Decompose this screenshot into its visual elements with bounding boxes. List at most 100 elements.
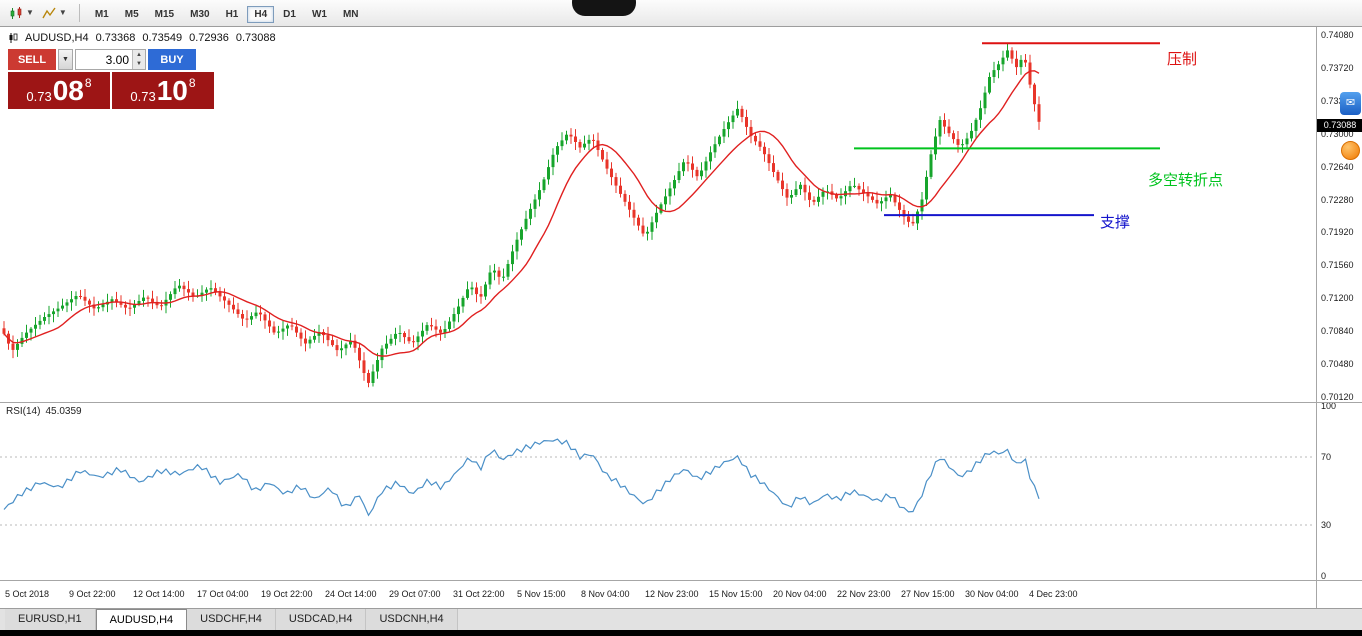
rsi-axis-label: 0 xyxy=(1321,571,1327,581)
price-axis-label: 0.74080 xyxy=(1321,30,1354,40)
chart-type-button[interactable]: ▼ xyxy=(6,4,37,23)
time-axis-label: 15 Nov 15:00 xyxy=(709,589,763,599)
buy-price-base: 0.73 xyxy=(130,88,156,104)
ohlc-high: 0.73549 xyxy=(142,32,183,44)
price-axis-label: 0.73720 xyxy=(1321,63,1354,73)
time-axis-label: 29 Oct 07:00 xyxy=(389,589,441,599)
price-axis-label: 0.72640 xyxy=(1321,162,1354,172)
candlestick-chart-canvas[interactable] xyxy=(0,27,1316,402)
time-axis-label: 19 Oct 22:00 xyxy=(261,589,313,599)
tab-usdcad-h4[interactable]: USDCAD,H4 xyxy=(275,609,367,630)
floating-widget-orange-icon[interactable] xyxy=(1341,141,1360,160)
chevron-down-icon: ▼ xyxy=(58,8,67,17)
buy-price-display: 0.73 10 8 xyxy=(112,72,214,109)
time-axis[interactable]: 5 Oct 2018 9 Oct 22:00 12 Oct 14:00 17 Oct … xyxy=(0,581,1316,608)
time-axis-label: 4 Dec 23:00 xyxy=(1029,589,1078,599)
sell-price-display: 0.73 08 8 xyxy=(8,72,110,109)
time-axis-label: 31 Oct 22:00 xyxy=(453,589,505,599)
buy-price-big: 10 xyxy=(156,74,188,106)
timeframe-button-m30[interactable]: M30 xyxy=(183,6,216,23)
camera-notch xyxy=(572,0,636,16)
sell-price-base: 0.73 xyxy=(26,88,52,104)
volume-up-button[interactable]: ▲ xyxy=(133,50,145,60)
time-axis-label: 9 Oct 22:00 xyxy=(69,589,116,599)
time-axis-label: 8 Nov 04:00 xyxy=(581,589,630,599)
timeframe-button-mn[interactable]: MN xyxy=(336,6,366,23)
tab-usdcnh-h4[interactable]: USDCNH,H4 xyxy=(366,609,458,630)
floating-widget-blue-icon[interactable]: ✉ xyxy=(1340,92,1361,115)
rsi-name: RSI(14) xyxy=(6,406,41,417)
time-axis-label: 30 Nov 04:00 xyxy=(965,589,1019,599)
sell-price-big: 08 xyxy=(52,74,84,106)
price-axis-label: 0.71920 xyxy=(1321,227,1354,237)
symbol-icon xyxy=(9,33,18,43)
timeframe-button-w1[interactable]: W1 xyxy=(305,6,334,23)
price-axis-label: 0.70480 xyxy=(1321,359,1354,369)
timeframe-group: M1 M5 M15 M30 H1 H4 D1 W1 MN xyxy=(87,4,367,23)
chart-area[interactable]: AUDUSD,H4 0.73368 0.73549 0.72936 0.7308… xyxy=(0,27,1316,402)
rsi-axis-label: 70 xyxy=(1321,452,1332,462)
rsi-label: RSI(14) 45.0359 xyxy=(6,406,82,417)
price-axis-label: 0.71200 xyxy=(1321,293,1354,303)
sell-price-sup: 8 xyxy=(84,76,92,90)
sell-button[interactable]: SELL xyxy=(8,49,56,70)
symbol-header: AUDUSD,H4 0.73368 0.73549 0.72936 0.7308… xyxy=(8,32,276,44)
price-axis-label: 0.70120 xyxy=(1321,392,1354,402)
time-axis-label: 5 Oct 2018 xyxy=(5,589,50,599)
timeframe-button-h1[interactable]: H1 xyxy=(219,6,246,23)
support-label: 支撑 xyxy=(1100,213,1131,231)
tab-usdchf-h4[interactable]: USDCHF,H4 xyxy=(187,609,276,630)
bottom-black-bar xyxy=(0,630,1362,636)
timeframe-button-m1[interactable]: M1 xyxy=(88,6,116,23)
time-axis-label: 20 Nov 04:00 xyxy=(773,589,827,599)
time-axis-label: 5 Nov 15:00 xyxy=(517,589,566,599)
timeframe-button-m5[interactable]: M5 xyxy=(118,6,146,23)
timeframe-button-h4[interactable]: H4 xyxy=(247,5,275,23)
trade-options-dropdown[interactable]: ▼ xyxy=(58,49,73,70)
price-axis-label: 0.71560 xyxy=(1321,260,1354,270)
tab-audusd-h4[interactable]: AUDUSD,H4 xyxy=(95,609,188,630)
volume-down-button[interactable]: ▼ xyxy=(133,59,145,69)
pivot-label: 多空转折点 xyxy=(1148,171,1224,189)
toolbar-separator xyxy=(78,4,80,22)
tab-eurusd-h1[interactable]: EURUSD,H1 xyxy=(5,609,96,630)
price-axis[interactable]: 0.73088 0.74080 0.73720 0.73360 0.73000 0.72… xyxy=(1316,27,1362,608)
ohlc-low: 0.72936 xyxy=(189,32,229,44)
rsi-panel[interactable]: RSI(14) 45.0359 xyxy=(0,403,1316,580)
time-axis-label: 27 Nov 15:00 xyxy=(901,589,955,599)
rsi-chart-canvas[interactable] xyxy=(0,403,1316,580)
price-axis-label: 0.73360 xyxy=(1321,96,1354,106)
chevron-down-icon: ▼ xyxy=(26,8,34,17)
rsi-value: 45.0359 xyxy=(45,406,82,417)
resistance-label: 压制 xyxy=(1167,50,1198,68)
volume-input[interactable] xyxy=(76,50,132,69)
time-axis-label: 17 Oct 04:00 xyxy=(197,589,249,599)
indicator-button[interactable]: ▼ xyxy=(39,4,70,23)
symbol-name: AUDUSD,H4 xyxy=(25,32,89,44)
current-price-badge: 0.73088 xyxy=(1317,119,1362,132)
time-axis-label: 12 Oct 14:00 xyxy=(133,589,185,599)
timeframe-button-m15[interactable]: M15 xyxy=(148,6,181,23)
volume-box: ▲ ▼ xyxy=(75,49,146,70)
one-click-trading-panel: SELL ▼ ▲ ▼ BUY 0.73 08 8 0.7 xyxy=(8,49,214,109)
time-axis-label: 12 Nov 23:00 xyxy=(645,589,699,599)
chart-rsi-separator[interactable] xyxy=(0,402,1362,403)
volume-spinner: ▲ ▼ xyxy=(132,50,145,69)
rsi-time-separator xyxy=(0,580,1362,581)
price-axis-label: 0.70840 xyxy=(1321,326,1354,336)
buy-price-sup: 8 xyxy=(188,76,196,90)
ohlc-close: 0.73088 xyxy=(235,32,276,44)
timeframe-button-d1[interactable]: D1 xyxy=(276,6,303,23)
chart-type-icon xyxy=(10,6,22,19)
time-axis-label: 22 Nov 23:00 xyxy=(837,589,891,599)
price-axis-label: 0.73000 xyxy=(1321,129,1354,139)
zigzag-icon xyxy=(42,7,56,18)
rsi-axis-label: 100 xyxy=(1321,401,1337,411)
ohlc-open: 0.73368 xyxy=(95,32,136,44)
price-axis-label: 0.72280 xyxy=(1321,195,1354,205)
chart-tab-bar: EURUSD,H1 AUDUSD,H4 USDCHF,H4 USDCAD,H4 USDC… xyxy=(0,608,1362,630)
time-axis-label: 24 Oct 14:00 xyxy=(325,589,377,599)
buy-button[interactable]: BUY xyxy=(148,49,196,70)
rsi-axis-label: 30 xyxy=(1321,520,1332,530)
